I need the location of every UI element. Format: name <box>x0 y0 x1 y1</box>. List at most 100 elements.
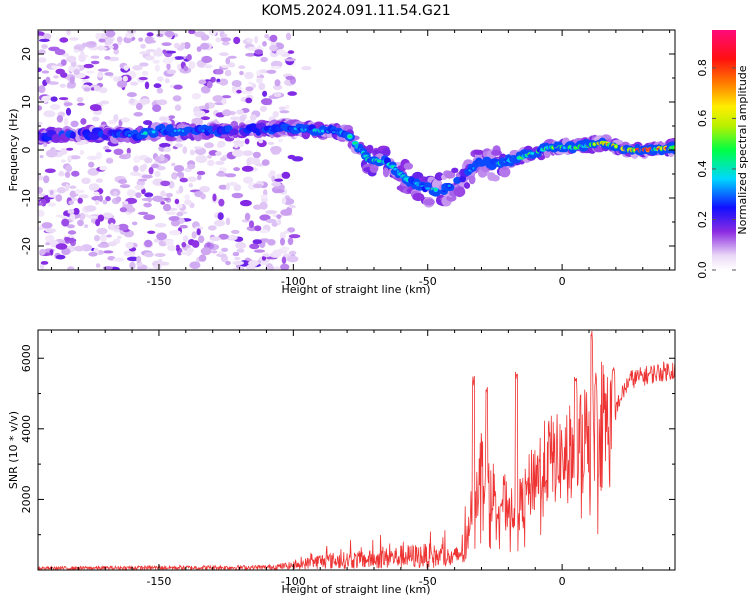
speckle <box>196 46 202 52</box>
speckle <box>80 118 87 125</box>
speckle <box>113 148 124 155</box>
speckle <box>161 42 172 46</box>
speckle <box>65 107 72 116</box>
speckle <box>67 230 77 235</box>
speckle <box>69 76 75 84</box>
speckle <box>98 38 106 43</box>
speckle <box>79 212 86 221</box>
speckle <box>287 227 296 233</box>
speckle <box>63 117 69 126</box>
speckle <box>43 110 56 118</box>
speckle <box>105 30 116 38</box>
spectrogram-heatmap <box>38 30 675 270</box>
speckle <box>88 252 98 257</box>
speckle <box>258 139 264 144</box>
speckle <box>144 251 154 258</box>
speckle <box>254 225 262 232</box>
speckle <box>285 75 296 80</box>
speckle <box>88 183 100 192</box>
speckle <box>98 87 108 94</box>
speckle <box>261 98 272 106</box>
speckle <box>191 93 201 100</box>
speckle <box>217 212 224 221</box>
speckle <box>204 142 214 149</box>
speckle <box>206 242 211 248</box>
speckle <box>89 104 102 112</box>
speckle <box>43 175 50 184</box>
speckle <box>117 223 129 231</box>
speckle <box>266 69 277 74</box>
speckle <box>207 225 217 231</box>
speckle <box>156 87 164 94</box>
speckle <box>171 162 176 167</box>
speckle <box>168 216 180 222</box>
speckle <box>103 266 113 270</box>
speckle <box>262 253 270 257</box>
speckle <box>249 114 257 121</box>
speckle <box>271 182 281 187</box>
speckle <box>265 265 275 270</box>
speckle <box>97 243 110 248</box>
speckle <box>231 80 242 88</box>
figure-title: KOM5.2024.091.11.54.G21 <box>261 3 450 19</box>
speckle <box>156 33 164 38</box>
speckle <box>93 109 102 116</box>
speckle <box>97 214 105 222</box>
speckle <box>144 157 153 164</box>
speckle <box>259 229 269 234</box>
speckle <box>74 46 82 50</box>
speckle <box>137 178 148 182</box>
snr-panel: -150 -100 -50 0 2000 4000 6000 Height of strai… <box>7 329 676 596</box>
speckle <box>221 64 230 68</box>
speckle <box>253 249 266 253</box>
speckle <box>43 33 52 40</box>
speckle <box>139 98 151 105</box>
ridge-halo <box>423 198 435 206</box>
speckle <box>73 69 80 75</box>
ridge-core <box>165 124 174 133</box>
speckle <box>200 247 212 256</box>
speckle <box>125 206 136 213</box>
speckle <box>239 70 244 76</box>
speckle <box>165 239 174 247</box>
speckle <box>176 171 184 177</box>
colorbar-gradient <box>712 30 736 270</box>
ridge-peak <box>127 134 131 137</box>
speckle <box>60 159 67 163</box>
speckle <box>60 112 65 116</box>
speckle <box>122 75 128 82</box>
speckle <box>278 106 286 111</box>
speckle <box>249 243 260 250</box>
speckle <box>44 168 56 174</box>
ridge-peak <box>425 187 431 190</box>
speckle <box>90 60 100 65</box>
ridge-core <box>459 175 467 183</box>
speckle <box>200 34 210 41</box>
speckle <box>174 143 184 148</box>
ridge-peak <box>447 184 452 187</box>
speckle <box>81 177 91 184</box>
speckle <box>272 188 285 194</box>
speckle <box>279 231 286 240</box>
speckle <box>271 175 276 182</box>
speckle <box>141 197 153 202</box>
speckle <box>200 116 210 121</box>
speckle <box>258 69 269 74</box>
speckle <box>94 235 100 242</box>
speckle <box>136 102 143 111</box>
speckle <box>176 211 184 217</box>
x-tick-label: -150 <box>146 575 171 588</box>
speckle <box>165 192 173 198</box>
speckle <box>194 226 204 231</box>
speckle <box>209 236 221 242</box>
speckle <box>221 95 232 99</box>
speckle <box>38 38 50 43</box>
speckle <box>105 157 114 164</box>
speckle <box>116 80 128 88</box>
speckle <box>212 193 217 202</box>
speckle <box>83 63 94 69</box>
speckle <box>90 55 100 59</box>
speckle <box>217 30 223 33</box>
colorbar-tick-label: 0.6 <box>696 110 709 128</box>
speckle <box>124 201 129 205</box>
